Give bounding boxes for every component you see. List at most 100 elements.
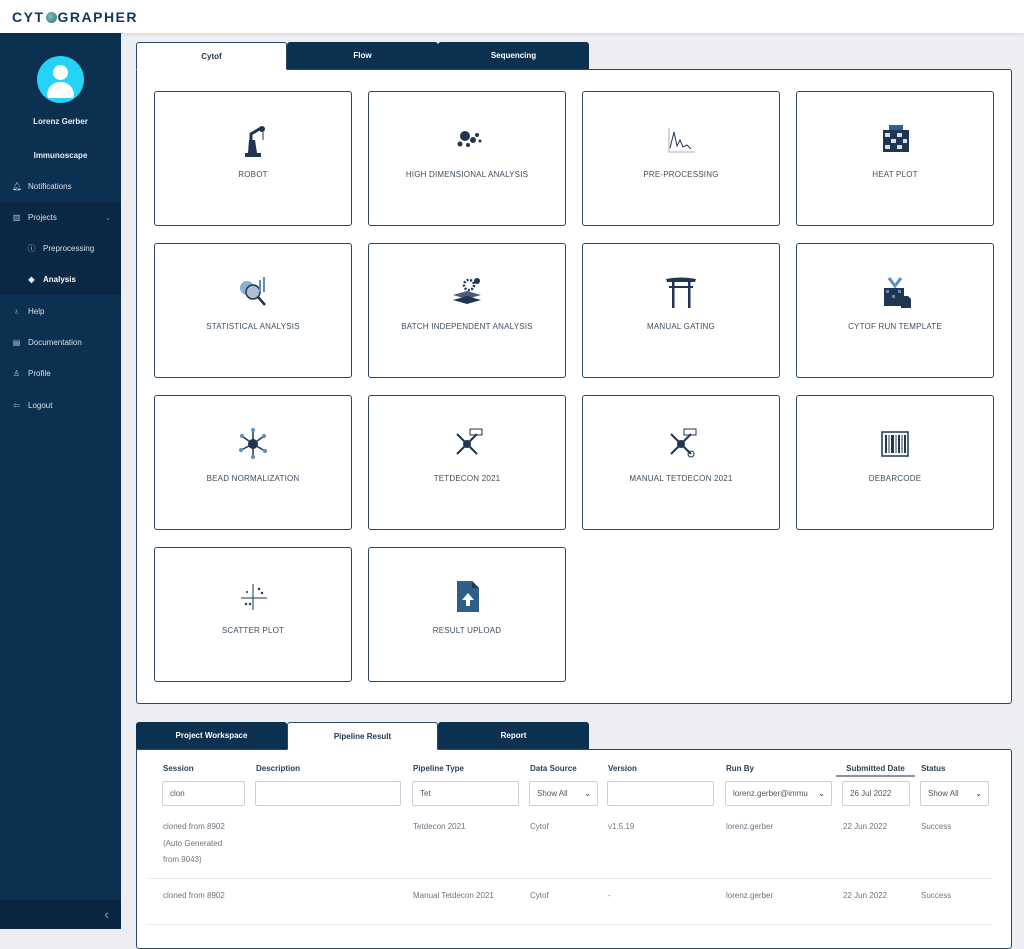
manual-tetdecon-2021-icon: [670, 428, 697, 458]
cell-session: cloned from 8902: [163, 891, 225, 900]
manual-gating-icon: [666, 277, 696, 308]
sidebar-item-help[interactable]: ♁ Help: [0, 296, 121, 327]
column-header-data-source[interactable]: Data Source: [530, 764, 577, 773]
bead-normalization-icon: [239, 428, 267, 459]
bell-icon: 🔔︎: [12, 182, 23, 191]
debarcode-icon: [881, 431, 909, 457]
tile-scatter-plot[interactable]: SCATTER PLOT: [154, 547, 352, 682]
avatar[interactable]: [37, 56, 84, 103]
layers-icon: ◈: [28, 275, 35, 284]
high-dimensional-analysis-icon: [457, 131, 482, 147]
tile-label: RESULT UPLOAD: [432, 626, 502, 635]
filter-submitted-date-input[interactable]: 26 Jul 2022: [842, 781, 910, 806]
bar-chart-icon: ▥: [12, 213, 21, 222]
tile-pre-processing[interactable]: PRE-PROCESSING: [582, 91, 780, 226]
sidebar-item-profile[interactable]: ♙ Profile: [0, 358, 121, 389]
sidebar-item-logout[interactable]: ⇦ Logout: [0, 390, 121, 421]
tab-cytof[interactable]: Cytof: [136, 42, 287, 70]
tab-flow[interactable]: Flow: [287, 42, 438, 69]
tetdecon-2021-icon: [456, 428, 483, 455]
user-name: Lorenz Gerber: [33, 117, 88, 126]
tab-sequencing[interactable]: Sequencing: [438, 42, 589, 69]
nav-label: Help: [28, 307, 45, 316]
cell-line: from 9043): [163, 855, 202, 864]
tile-manual-gating[interactable]: MANUAL GATING: [582, 243, 780, 378]
tile-label: TETDECON 2021: [433, 474, 501, 483]
cytof-run-template-icon: [884, 277, 911, 308]
tile-debarcode[interactable]: DEBARCODE: [796, 395, 994, 530]
collapse-sidebar-button[interactable]: ‹: [0, 900, 121, 929]
tab-report[interactable]: Report: [438, 722, 589, 749]
lightbulb-icon: ♁: [13, 307, 20, 316]
tile-label: BATCH INDEPENDENT ANALYSIS: [401, 322, 533, 331]
filter-pipeline-type-input[interactable]: Tet: [412, 781, 519, 806]
column-header-description[interactable]: Description: [256, 764, 301, 773]
tile-robot[interactable]: ROBOT: [154, 91, 352, 226]
sidebar-item-projects[interactable]: ▥ Projects ⌄: [0, 202, 121, 233]
filter-description-input[interactable]: [255, 781, 401, 806]
tile-cytof-run-template[interactable]: CYTOF RUN TEMPLATE: [796, 243, 994, 378]
cell-version: v1.5.19: [608, 822, 635, 831]
nav-label: Analysis: [43, 275, 76, 284]
tile-label: SCATTER PLOT: [221, 626, 285, 635]
tile-label: BEAD NORMALIZATION: [206, 474, 300, 483]
cell-version: -: [608, 891, 611, 900]
sidebar-item-analysis[interactable]: ◈ Analysis: [0, 264, 121, 295]
tile-high-dimensional-analysis[interactable]: HIGH DIMENSIONAL ANALYSIS: [368, 91, 566, 226]
nav-label: Profile: [28, 369, 51, 378]
filter-status-select[interactable]: Show All ⌄: [920, 781, 989, 806]
statistical-analysis-icon: [240, 277, 266, 306]
filter-session-input[interactable]: clon: [162, 781, 245, 806]
pre-processing-icon: [668, 128, 695, 153]
tile-label: CYTOF RUN TEMPLATE: [848, 322, 942, 331]
robot-icon: [245, 126, 265, 157]
row-divider: [148, 924, 992, 925]
cell-run-by: lorenz.gerber: [726, 822, 774, 831]
logout-icon: ⇦: [13, 401, 20, 410]
pipeline-result-panel: [136, 749, 1012, 949]
tile-tetdecon-2021[interactable]: TETDECON 2021: [368, 395, 566, 530]
filter-value: Show All: [928, 789, 959, 798]
chevron-down-icon: ⌄: [975, 789, 982, 798]
tile-manual-tetdecon-2021[interactable]: MANUAL TETDECON 2021: [582, 395, 780, 530]
tab-project-workspace[interactable]: Project Workspace: [136, 722, 287, 749]
nav-label: Documentation: [28, 338, 82, 347]
column-header-status[interactable]: Status: [921, 764, 946, 773]
sidebar: Lorenz Gerber Immunoscape 🔔︎ Notification…: [0, 33, 121, 929]
tile-heat-plot[interactable]: HEAT PLOT: [796, 91, 994, 226]
sidebar-item-notifications[interactable]: 🔔︎ Notifications: [0, 171, 121, 202]
cell-data-source: Cytof: [530, 891, 549, 900]
tile-statistical-analysis[interactable]: STATISTICAL ANALYSIS: [154, 243, 352, 378]
logo-text-end: GRAPHER: [57, 9, 139, 25]
logo-text-start: CYT: [12, 9, 45, 25]
cell-pipeline-type: Tetdecon 2021: [413, 822, 466, 831]
cell-submitted-date: 22 Jun 2022: [843, 891, 888, 900]
cell-submitted-date: 22 Jun 2022: [843, 822, 888, 831]
tile-bead-normalization[interactable]: BEAD NORMALIZATION: [154, 395, 352, 530]
column-header-session[interactable]: Session: [163, 764, 194, 773]
tile-batch-independent-analysis[interactable]: BATCH INDEPENDENT ANALYSIS: [368, 243, 566, 378]
tab-pipeline-result[interactable]: Pipeline Result: [287, 722, 438, 750]
column-header-run-by[interactable]: Run By: [726, 764, 754, 773]
nav-label: Projects: [28, 213, 57, 222]
column-header-submitted-date[interactable]: Submitted Date: [836, 764, 915, 777]
filter-version-input[interactable]: [607, 781, 714, 806]
filter-data-source-select[interactable]: Show All ⌄: [529, 781, 598, 806]
app-logo[interactable]: CYT GRAPHER: [12, 9, 138, 25]
info-circle-icon: ⓘ: [27, 244, 36, 253]
sidebar-item-preprocessing[interactable]: ⓘ Preprocessing: [0, 233, 121, 264]
filter-value: Tet: [420, 789, 431, 798]
cell-line: cloned from 8902: [163, 822, 225, 831]
column-header-version[interactable]: Version: [608, 764, 637, 773]
sidebar-item-documentation[interactable]: ▤ Documentation: [0, 327, 121, 358]
cell-pipeline-type: Manual Tetdecon 2021: [413, 891, 494, 900]
result-upload-icon: [457, 581, 479, 612]
heat-plot-icon: [883, 125, 909, 152]
tile-result-upload[interactable]: RESULT UPLOAD: [368, 547, 566, 682]
nav-label: Logout: [28, 401, 53, 410]
filter-run-by-select[interactable]: lorenz.gerber@immu ⌄: [725, 781, 832, 806]
organization-name: Immunoscape: [33, 151, 88, 160]
filter-value: lorenz.gerber@immu: [733, 789, 808, 798]
chevron-down-icon: ⌄: [818, 789, 825, 798]
column-header-pipeline-type[interactable]: Pipeline Type: [413, 764, 464, 773]
